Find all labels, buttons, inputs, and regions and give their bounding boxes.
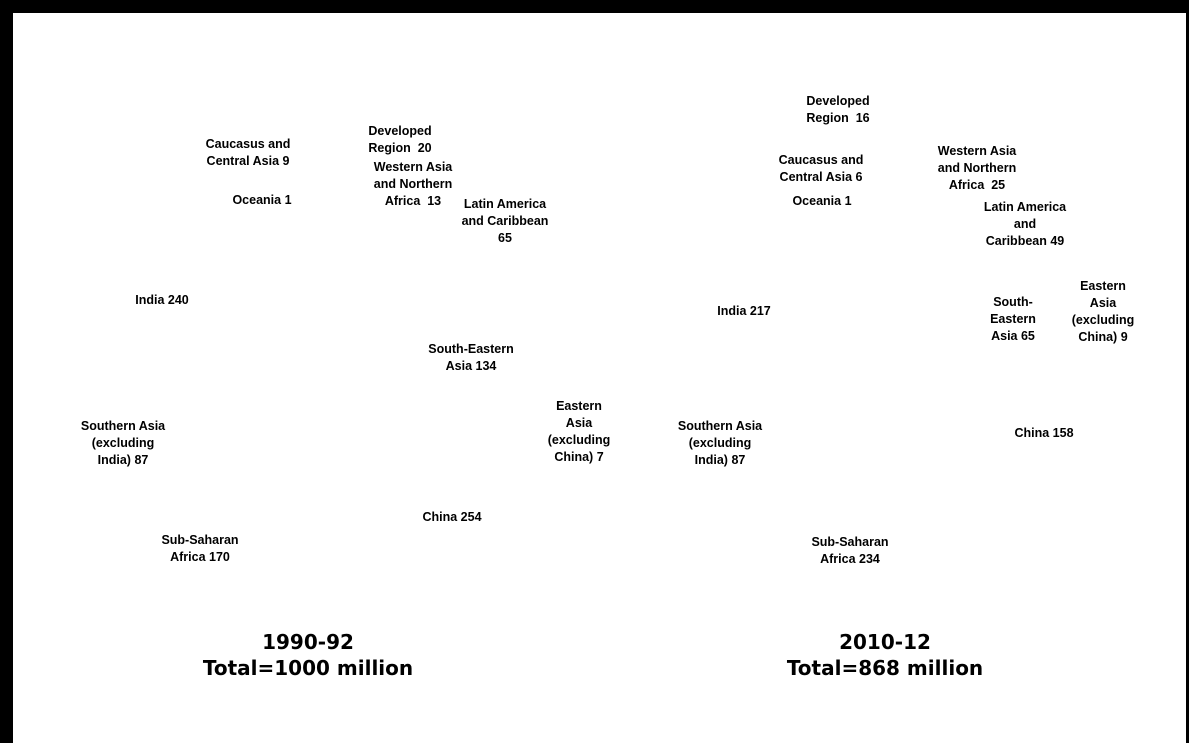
label-1990-oceania: Oceania 1 [232, 193, 292, 207]
label-1990-western-asia-northern-africa: Western Asia and Northern Africa 13 [373, 160, 453, 208]
label-2010-india: India 217 [717, 304, 771, 318]
label-1990-sub-saharan-africa: Sub-Saharan Africa 170 [161, 533, 239, 564]
chart-2-subtitle: Total=868 million [786, 656, 984, 680]
label-1990-latin-america-caribbean: Latin America and Caribbean 65 [461, 197, 549, 245]
label-1990-south-eastern-asia: South-Eastern Asia 134 [428, 342, 514, 373]
label-1990-eastern-asia-excl-china: Eastern Asia (excluding China) 7 [547, 399, 611, 464]
label-2010-latin-america-caribbean: Latin America and Caribbean 49 [983, 200, 1067, 248]
label-2010-china: China 158 [1014, 426, 1074, 440]
label-2010-developed-region: Developed Region 16 [806, 94, 870, 125]
label-2010-western-asia-northern-africa: Western Asia and Northern Africa 25 [937, 144, 1017, 192]
chart-1-title: 1990-92 [262, 630, 354, 654]
label-2010-sub-saharan-africa: Sub-Saharan Africa 234 [811, 535, 889, 566]
label-1990-southern-asia-excl-india: Southern Asia (excluding India) 87 [80, 419, 166, 467]
label-2010-southern-asia-excl-india: Southern Asia (excluding India) 87 [677, 419, 763, 467]
label-1990-developed-region: Developed Region 20 [368, 124, 432, 155]
label-2010-caucasus-central-asia: Caucasus and Central Asia 6 [778, 153, 864, 184]
chart-2-title: 2010-12 [839, 630, 931, 654]
label-2010-oceania: Oceania 1 [792, 194, 852, 208]
label-1990-caucasus-central-asia: Caucasus and Central Asia 9 [205, 137, 291, 168]
label-1990-india: India 240 [135, 293, 189, 307]
label-1990-china: China 254 [422, 510, 482, 524]
label-2010-south-eastern-asia: South- Eastern Asia 65 [990, 295, 1036, 343]
chart-1-subtitle: Total=1000 million [202, 656, 414, 680]
label-2010-eastern-asia-excl-china: Eastern Asia (excluding China) 9 [1071, 279, 1135, 344]
